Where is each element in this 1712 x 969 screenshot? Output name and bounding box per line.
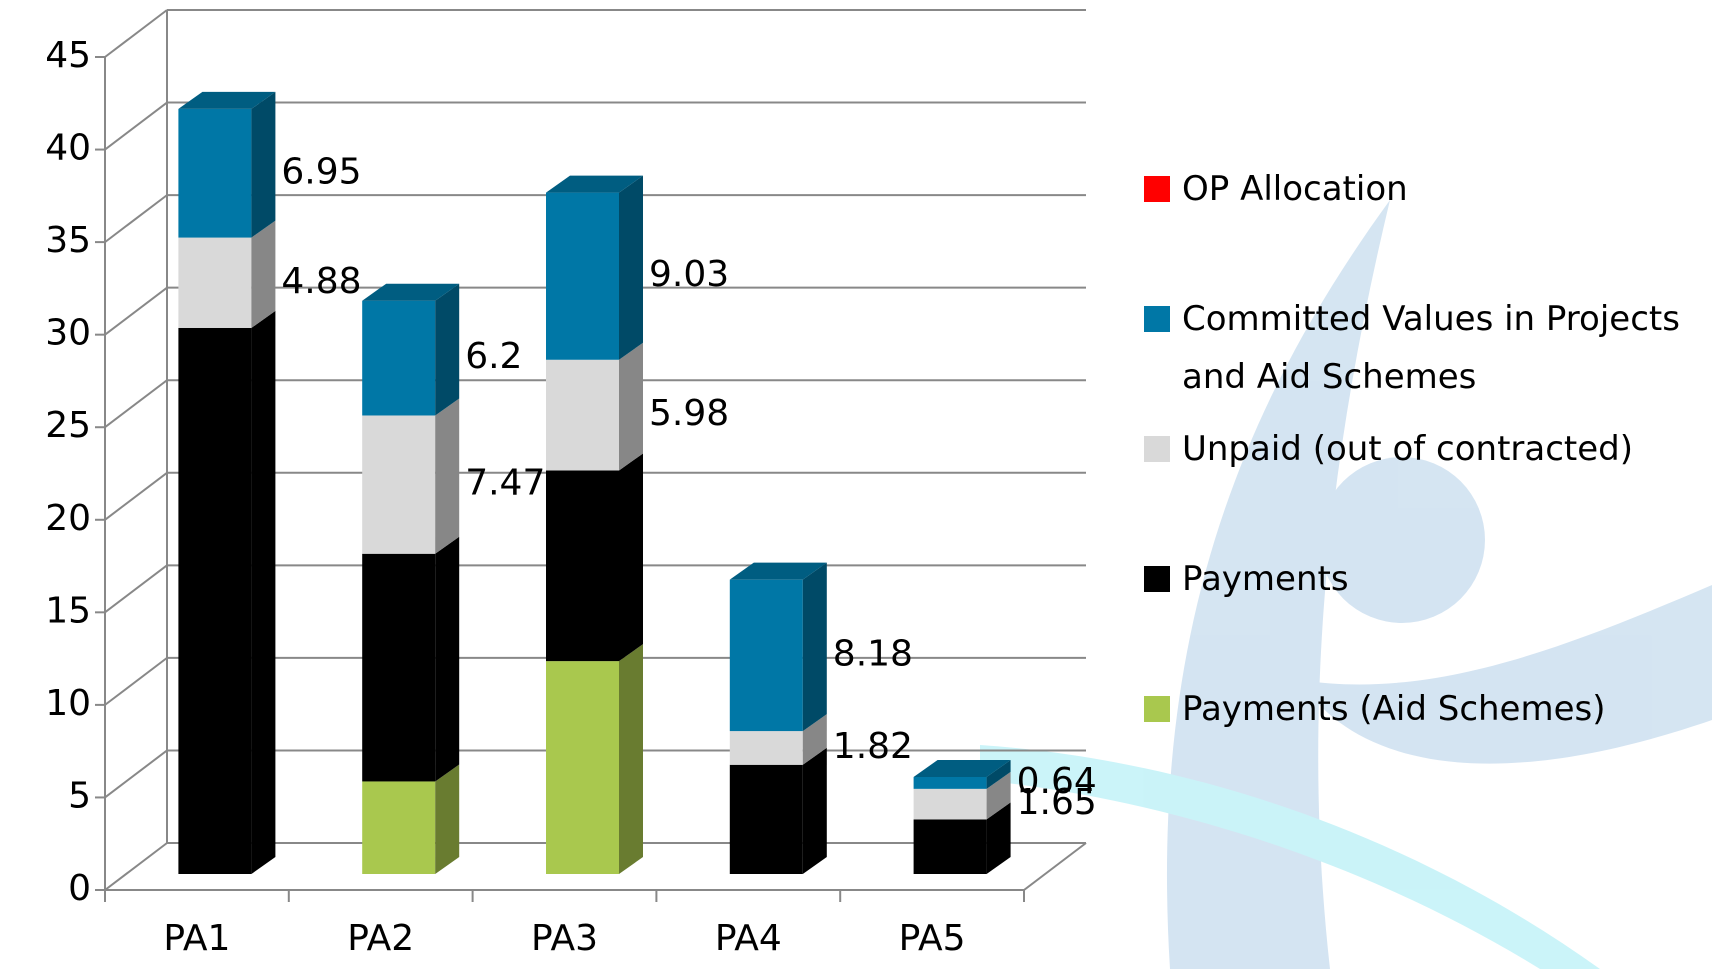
bar-side [802, 747, 827, 874]
grid-line [104, 842, 168, 891]
bar-segment [178, 108, 252, 238]
legend-item: OP Allocation [1144, 160, 1704, 218]
grid-line [104, 657, 168, 706]
bar-segment [546, 192, 619, 360]
bar-side [435, 398, 460, 554]
grid-line [104, 564, 168, 614]
bar-segment [178, 237, 252, 328]
legend-swatch [1144, 306, 1170, 332]
grid-line [104, 749, 168, 799]
watermark [980, 200, 1712, 969]
legend-label: Payments (Aid Schemes) [1182, 689, 1606, 729]
grid-line [104, 471, 168, 521]
data-label: 7.47 [465, 463, 545, 504]
data-label: 1.65 [1017, 782, 1097, 823]
data-label: 8.18 [833, 633, 913, 674]
legend-item: Unpaid (out of contracted) [1144, 420, 1704, 478]
bar-top [178, 91, 276, 109]
grid-line [104, 101, 168, 151]
x-tick-label: PA2 [347, 918, 414, 959]
legend-label: Payments [1182, 559, 1349, 599]
bar-side [251, 310, 276, 874]
legend-item: Committed Values in Projects and Aid Sch… [1144, 290, 1704, 406]
y-tick-label: 20 [45, 498, 91, 539]
bar-side [251, 220, 276, 328]
legend-item: Payments (Aid Schemes) [1144, 680, 1704, 738]
data-label: 6.95 [281, 151, 361, 192]
legend-swatch [1144, 176, 1170, 202]
data-label: 4.88 [281, 261, 361, 302]
data-label: 6.2 [465, 336, 522, 377]
bar-segment [913, 819, 987, 874]
bar-segment [546, 661, 619, 874]
bar-top [546, 175, 643, 193]
bar-side [802, 714, 827, 765]
bar-segment [362, 415, 436, 554]
bar-top [729, 562, 827, 580]
watermark-shape [1300, 585, 1712, 764]
bar-segment [913, 777, 987, 789]
watermark-swoosh [980, 745, 1600, 969]
y-tick-label: 40 [45, 128, 91, 169]
legend-swatch [1144, 436, 1170, 462]
bar-segment [729, 731, 803, 765]
y-tick-label: 25 [45, 405, 91, 446]
bar-side [251, 91, 276, 238]
bar-side [619, 644, 643, 874]
grid-line [104, 194, 168, 243]
y-tick-label: 15 [45, 590, 91, 631]
legend-label: OP Allocation [1182, 169, 1408, 209]
x-tick-label: PA4 [715, 918, 782, 959]
grid-line [104, 379, 168, 429]
legend-label: Unpaid (out of contracted) [1182, 429, 1633, 469]
bar-side [619, 342, 643, 471]
bar-segment [729, 579, 803, 732]
bar-top [362, 283, 460, 301]
bar-segment [546, 359, 619, 471]
y-tick-label: 35 [45, 220, 91, 261]
data-label: 9.03 [649, 254, 729, 295]
x-tick-label: PA5 [899, 918, 966, 959]
watermark-circle [1319, 457, 1485, 623]
y-tick-label: 45 [45, 35, 91, 76]
data-label: 0.64 [1017, 761, 1097, 802]
legend-label: Committed Values in Projects and Aid Sch… [1182, 299, 1680, 397]
data-label: 5.98 [649, 393, 729, 434]
legend-swatch [1144, 696, 1170, 722]
bar-side [986, 760, 1011, 789]
x-tick-label: PA3 [531, 918, 598, 959]
bar-side [986, 802, 1011, 874]
x-tick-label: PA1 [163, 918, 230, 959]
bar-segment [362, 781, 436, 874]
y-tick-label: 0 [68, 868, 91, 909]
data-label: 1.82 [833, 726, 913, 767]
bar-side [435, 283, 460, 416]
bar-side [619, 453, 643, 662]
grid-line [104, 286, 168, 336]
bar-side [802, 562, 827, 732]
bar-side [435, 536, 460, 782]
y-tick-label: 10 [45, 683, 91, 724]
bar-top [913, 760, 1011, 778]
grid-line [104, 9, 168, 58]
y-tick-label: 30 [45, 313, 91, 354]
bar-segment [546, 470, 619, 662]
bar-segment [362, 300, 436, 416]
bar-segment [729, 764, 803, 874]
bar-side [619, 175, 643, 360]
bar-side [986, 771, 1011, 820]
bar-segment [362, 553, 436, 782]
watermark-shape [1166, 200, 1390, 969]
y-tick-label: 5 [68, 775, 91, 816]
bar-segment [913, 788, 987, 820]
floor-right [1023, 842, 1087, 891]
legend-swatch [1144, 566, 1170, 592]
bar-segment [178, 327, 252, 874]
legend-item: Payments [1144, 550, 1704, 608]
bar-side [435, 764, 460, 874]
